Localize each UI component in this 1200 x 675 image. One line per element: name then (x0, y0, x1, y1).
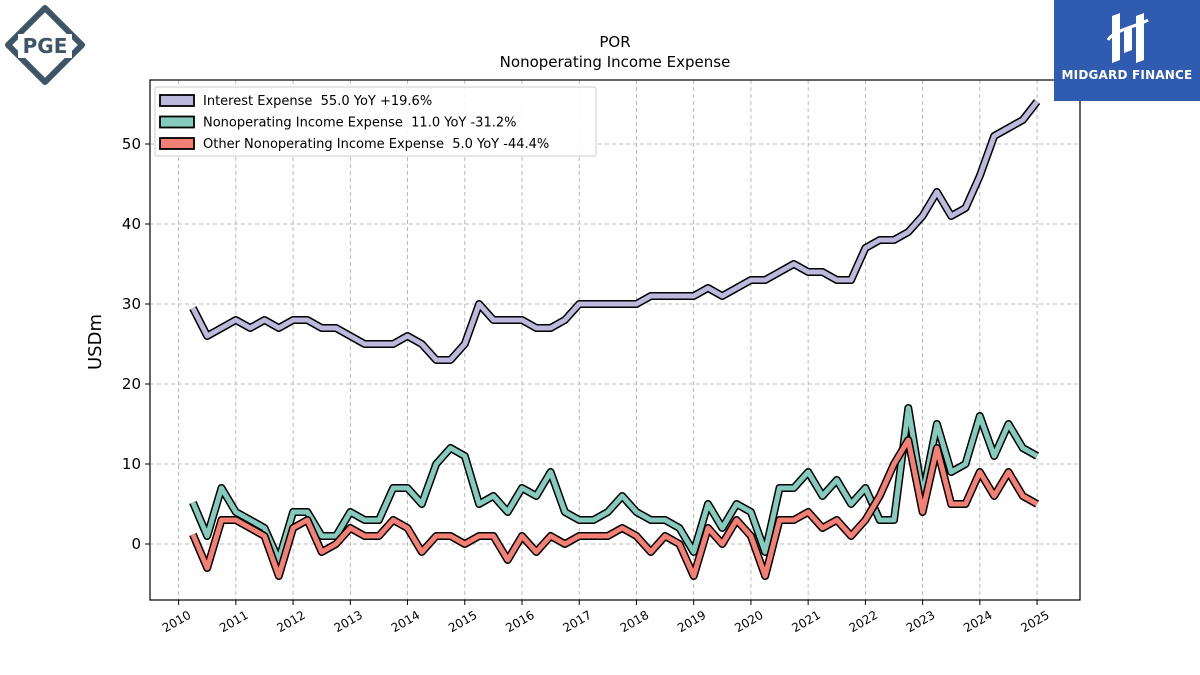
series-1 (189, 404, 1040, 564)
midgard-logo-text: MIDGARD FINANCE (1061, 68, 1193, 82)
x-tick-label: 2019 (675, 608, 708, 635)
x-tick-label: 2015 (446, 608, 479, 635)
legend-label: Other Nonoperating Income Expense 5.0 Yo… (203, 137, 549, 152)
x-tick-label: 2011 (217, 608, 250, 635)
pge-logo-mark-icon: PGE (5, 5, 85, 85)
midgard-finance-logo: MIDGARD FINANCE (1054, 0, 1200, 101)
series-0 (189, 99, 1041, 364)
x-tick-label: 2022 (847, 608, 880, 635)
x-tick-label: 2017 (561, 608, 594, 635)
legend-label: Interest Expense 55.0 YoY +19.6% (203, 94, 432, 109)
series-line (190, 100, 1040, 363)
pge-logo-text: PGE (23, 34, 68, 58)
series-2 (189, 436, 1040, 580)
chart-subtitle: Nonoperating Income Expense (500, 53, 731, 71)
x-tick-label: 2023 (904, 608, 937, 635)
y-tick-label: 20 (122, 375, 141, 393)
axis-ticks: 0 10 20 30 40 50 2010 2011 2012 2013 2014 2015 2016 2… (122, 135, 1052, 635)
x-tick-label: 2013 (332, 608, 365, 635)
y-tick-label: 40 (122, 215, 141, 233)
legend-swatch (159, 94, 195, 107)
y-tick-label: 0 (131, 535, 141, 553)
x-tick-label: 2020 (732, 608, 765, 635)
y-axis-label: USDm (85, 314, 106, 370)
x-tick-label: 2024 (961, 608, 994, 635)
x-tick-label: 2016 (503, 608, 536, 635)
legend-swatch (159, 115, 195, 129)
legend: Interest Expense 55.0 YoY +19.6% Nonopera… (154, 86, 597, 157)
series-lines (189, 99, 1041, 580)
x-tick-label: 2025 (1018, 608, 1051, 635)
plot-frame (149, 79, 1081, 601)
chart-title: POR (599, 33, 630, 51)
series-line (190, 405, 1039, 563)
legend-swatch (159, 137, 195, 150)
legend-box (154, 86, 597, 157)
x-tick-label: 2012 (274, 608, 307, 635)
legend-label: Nonoperating Income Expense 11.0 YoY -31… (203, 116, 516, 131)
y-tick-label: 50 (122, 135, 141, 153)
x-tick-label: 2021 (789, 608, 822, 635)
y-tick-label: 30 (122, 295, 141, 313)
pge-logo: PGE (4, 4, 86, 86)
x-tick-label: 2018 (618, 608, 651, 635)
y-tick-label: 10 (122, 455, 141, 473)
x-tick-label: 2014 (389, 608, 422, 635)
x-tick-label: 2010 (160, 608, 193, 635)
midgard-emblem-icon (1106, 13, 1149, 63)
series-line (190, 437, 1039, 579)
